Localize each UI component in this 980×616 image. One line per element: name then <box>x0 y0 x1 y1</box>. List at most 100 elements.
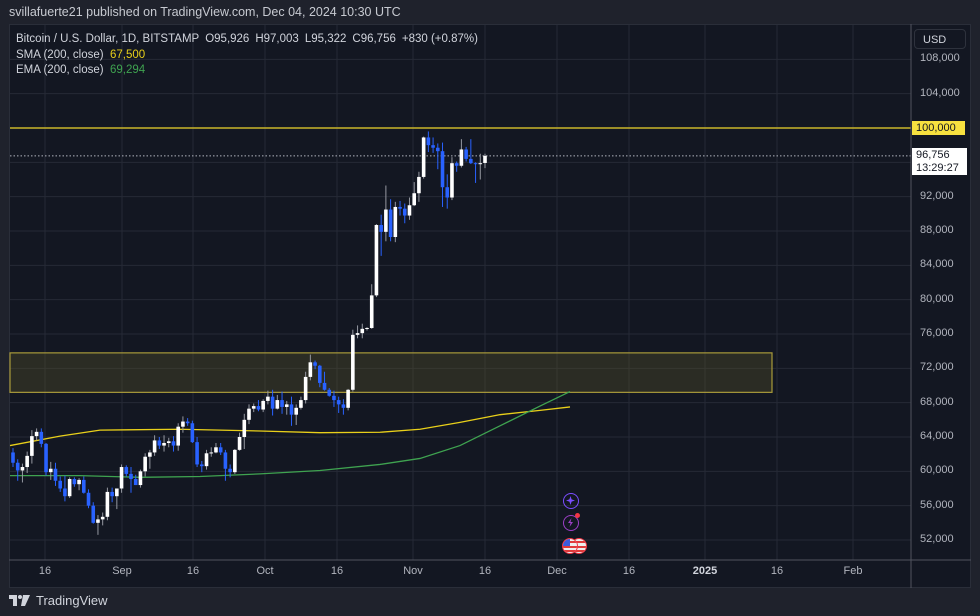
candle <box>322 371 327 391</box>
candle <box>332 390 336 407</box>
event-sparkle-icon[interactable] <box>563 493 579 509</box>
candle <box>129 467 133 493</box>
candle <box>63 475 67 502</box>
candle <box>421 136 426 179</box>
candle <box>15 459 20 481</box>
candle <box>379 214 383 256</box>
time-tick: Nov <box>403 565 423 577</box>
candle <box>11 448 15 468</box>
candle <box>91 502 96 524</box>
ema-label[interactable]: EMA (200, close) <box>16 64 104 76</box>
candle <box>393 201 398 243</box>
candle <box>44 442 48 476</box>
candle <box>280 391 284 414</box>
price-tick: 84,000 <box>920 258 954 271</box>
candle <box>450 157 454 201</box>
price-tick: 92,000 <box>920 189 954 202</box>
candle <box>336 396 341 413</box>
candle <box>251 403 256 413</box>
candle <box>233 449 237 474</box>
candle <box>346 388 350 411</box>
candle <box>30 430 34 464</box>
candle <box>228 464 232 478</box>
chart-legend: Bitcoin / U.S. Dollar, 1D, BITSTAMP O95,9… <box>16 32 478 79</box>
candle <box>384 185 388 242</box>
price-tick: 76,000 <box>920 326 954 339</box>
candle <box>86 489 91 509</box>
candle <box>34 428 39 441</box>
candle <box>181 416 185 433</box>
candle <box>327 388 332 397</box>
candle <box>436 143 440 170</box>
candle <box>299 396 303 410</box>
candle <box>204 449 209 470</box>
candle <box>402 203 407 224</box>
time-tick: Feb <box>843 565 863 577</box>
candles <box>11 131 487 535</box>
symbol-row: Bitcoin / U.S. Dollar, 1D, BITSTAMP O95,9… <box>16 32 478 48</box>
candle <box>58 476 62 492</box>
candle <box>351 329 355 392</box>
candle <box>119 464 124 493</box>
time-tick: 16 <box>478 565 492 577</box>
candle <box>115 488 119 510</box>
time-tick: 16 <box>770 565 784 577</box>
candle <box>431 137 435 153</box>
candle <box>365 327 369 331</box>
candle <box>459 139 464 168</box>
candle <box>275 394 280 410</box>
change-value: +830 (+0.87%) <box>401 33 478 45</box>
bar-countdown: 13:29:27 <box>916 161 959 174</box>
footer-brand-label: TradingView <box>36 593 108 608</box>
sma-label[interactable]: SMA (200, close) <box>16 48 104 61</box>
symbol-label[interactable]: Bitcoin / U.S. Dollar, 1D, BITSTAMP <box>16 33 200 45</box>
chart-frame <box>9 24 971 588</box>
candle <box>266 390 270 405</box>
candle <box>39 428 44 448</box>
candle <box>294 404 298 425</box>
candle <box>313 360 317 370</box>
candle <box>261 399 265 413</box>
candle <box>96 515 100 535</box>
price-tick: 64,000 <box>920 429 954 442</box>
candle <box>478 153 483 180</box>
time-tick: Dec <box>547 565 567 577</box>
candle <box>124 465 129 477</box>
footer-brand[interactable]: TradingView <box>9 593 108 608</box>
candle <box>341 399 346 415</box>
currency-button[interactable]: USD <box>914 29 966 49</box>
candle <box>374 224 379 298</box>
candle <box>303 371 308 404</box>
ema-value: 69,294 <box>109 64 146 76</box>
candle <box>148 449 152 469</box>
candle <box>388 199 393 242</box>
candle <box>82 476 86 494</box>
candle <box>440 142 445 207</box>
candle <box>166 437 171 448</box>
candle <box>256 400 261 412</box>
candle <box>218 442 223 456</box>
candle <box>138 469 143 488</box>
price-tick: 88,000 <box>920 223 954 236</box>
price-tick: 108,000 <box>920 52 960 65</box>
event-us-flag-icon[interactable] <box>562 538 578 554</box>
candle <box>48 461 53 480</box>
time-tick: Oct <box>256 565 274 577</box>
time-tick: 2025 <box>692 565 718 577</box>
low-value: L95,322 <box>304 33 347 45</box>
candle <box>162 435 166 452</box>
sma-row: SMA (200, close) 67,500 <box>16 48 478 64</box>
price-tick: 80,000 <box>920 292 954 305</box>
time-tick: 16 <box>186 565 200 577</box>
support-zone-rectangle <box>9 352 773 393</box>
candle <box>20 463 25 483</box>
time-tick: 16 <box>622 565 636 577</box>
price-tick: 72,000 <box>920 361 954 374</box>
candle <box>369 284 374 329</box>
last-price-tag: 96,756 13:29:27 <box>912 148 967 175</box>
candle <box>152 435 157 456</box>
candle <box>133 474 138 486</box>
candle <box>53 462 58 486</box>
event-lightning-icon[interactable] <box>563 513 580 531</box>
